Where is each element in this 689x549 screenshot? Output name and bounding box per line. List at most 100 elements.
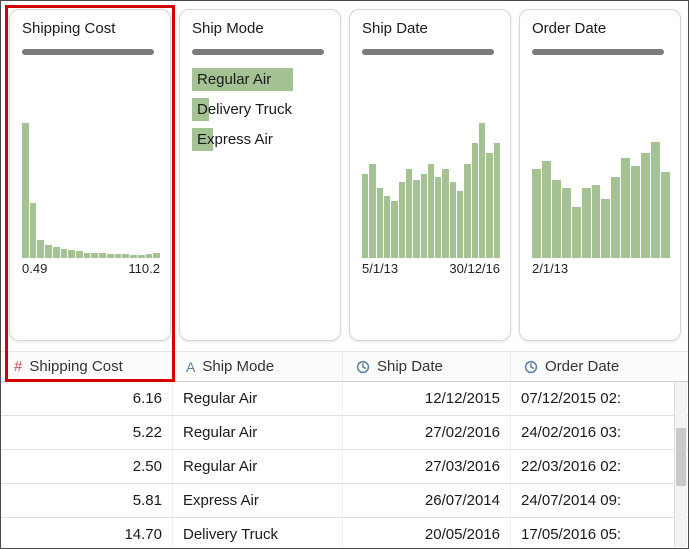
ship-mode-item[interactable]: Express Air xyxy=(192,127,330,152)
histogram-bar[interactable] xyxy=(471,143,478,258)
histogram-bar[interactable] xyxy=(631,166,641,258)
histogram-bar[interactable] xyxy=(641,152,651,258)
histogram-bar[interactable] xyxy=(571,206,581,258)
card-title: Order Date xyxy=(532,20,607,37)
histogram-bar[interactable] xyxy=(369,163,376,258)
field-card-order-date[interactable]: Order Date 2/1/13 xyxy=(519,9,681,341)
shipping-cost-histogram xyxy=(22,123,160,258)
histogram-bar[interactable] xyxy=(413,179,420,258)
histogram-bar[interactable] xyxy=(479,123,486,258)
text-type-icon: A xyxy=(186,358,196,375)
order-date-histogram xyxy=(532,123,670,258)
histogram-bar[interactable] xyxy=(22,123,29,258)
histogram-bar[interactable] xyxy=(551,179,561,258)
histogram-bar[interactable] xyxy=(60,248,68,258)
histogram-bar[interactable] xyxy=(137,255,145,258)
histogram-bar[interactable] xyxy=(611,177,621,258)
table-row[interactable]: 5.22 Regular Air 27/02/2016 24/02/2016 03: xyxy=(1,416,688,450)
axis-max-label: 30/12/16 xyxy=(449,261,500,276)
table-cell: 27/03/2016 xyxy=(343,450,511,483)
histogram-bar[interactable] xyxy=(493,143,500,258)
histogram-bar[interactable] xyxy=(621,158,631,258)
ship-mode-item[interactable]: Regular Air xyxy=(192,67,330,92)
field-card-shipping-cost[interactable]: Shipping Cost 0.49 110.2 xyxy=(9,9,171,341)
histogram-bar[interactable] xyxy=(99,252,106,258)
histogram-bar[interactable] xyxy=(91,252,99,258)
category-frequency-bar xyxy=(192,128,213,151)
histogram-bar[interactable] xyxy=(29,202,37,258)
spacer xyxy=(192,157,330,332)
histogram-bar[interactable] xyxy=(532,168,541,258)
histogram-bar[interactable] xyxy=(114,253,122,258)
histogram-bar[interactable] xyxy=(153,252,160,258)
histogram-bar[interactable] xyxy=(660,171,670,258)
table-cell: 24/02/2016 03: xyxy=(521,424,622,441)
histogram-bar[interactable] xyxy=(76,251,83,258)
range-slider[interactable] xyxy=(192,49,325,55)
histogram-bar[interactable] xyxy=(420,174,427,258)
histogram-bar[interactable] xyxy=(457,190,464,258)
range-slider[interactable] xyxy=(22,49,155,55)
histogram-bar[interactable] xyxy=(68,249,76,258)
ship-mode-item[interactable]: Delivery Truck xyxy=(192,97,330,122)
histogram-bar[interactable] xyxy=(581,187,591,258)
histogram-bar[interactable] xyxy=(391,201,398,258)
axis-labels: 5/1/13 30/12/16 xyxy=(362,261,500,276)
clock-icon xyxy=(524,360,538,373)
histogram-bar[interactable] xyxy=(541,160,551,258)
spacer xyxy=(532,55,670,123)
table-cell: 6.16 xyxy=(1,382,173,415)
histogram-bar[interactable] xyxy=(398,182,405,258)
histogram-bar[interactable] xyxy=(601,198,611,258)
ship-date-histogram xyxy=(362,123,500,258)
vertical-scrollbar[interactable] xyxy=(674,382,687,547)
histogram-bar[interactable] xyxy=(464,163,471,258)
table-row[interactable]: 6.16 Regular Air 12/12/2015 07/12/2015 02: xyxy=(1,382,688,416)
field-card-ship-mode[interactable]: Ship Mode Regular Air Delivery Truck Expre… xyxy=(179,9,341,341)
histogram-bar[interactable] xyxy=(52,247,60,258)
table-row[interactable]: 5.81 Express Air 26/07/2014 24/07/2014 09: xyxy=(1,484,688,518)
histogram-bar[interactable] xyxy=(591,185,601,258)
histogram-bar[interactable] xyxy=(449,182,457,258)
table-row[interactable]: 14.70 Delivery Truck 20/05/2016 17/05/2016 … xyxy=(1,518,688,548)
field-card-ship-date[interactable]: Ship Date 5/1/13 30/12/16 xyxy=(349,9,511,341)
histogram-bar[interactable] xyxy=(37,240,45,258)
histogram-bar[interactable] xyxy=(561,187,571,258)
card-footer-space xyxy=(22,276,160,332)
histogram-bar[interactable] xyxy=(435,177,442,258)
ship-mode-category-list: Regular Air Delivery Truck Express Air xyxy=(192,67,330,157)
column-header-ship-date[interactable]: Ship Date xyxy=(343,352,511,381)
histogram-bar[interactable] xyxy=(383,195,391,258)
histogram-bar[interactable] xyxy=(427,163,435,258)
scrollbar-thumb[interactable] xyxy=(676,428,686,486)
table-row[interactable]: 2.50 Regular Air 27/03/2016 22/03/2016 02: xyxy=(1,450,688,484)
data-preview-table: # Shipping Cost A Ship Mode Ship Date xyxy=(1,351,688,548)
table-cell: 14.70 xyxy=(1,518,173,548)
histogram-bar[interactable] xyxy=(45,244,52,258)
histogram-bar[interactable] xyxy=(122,253,130,258)
range-slider[interactable] xyxy=(532,49,665,55)
column-header-order-date[interactable]: Order Date xyxy=(511,352,688,381)
histogram-bar[interactable] xyxy=(145,253,153,258)
column-label: Ship Date xyxy=(377,358,443,375)
field-cards-row: Shipping Cost 0.49 110.2 Ship Mode Regul… xyxy=(1,1,688,341)
histogram-bar[interactable] xyxy=(362,174,369,258)
column-label: Ship Mode xyxy=(202,358,275,375)
ship-mode-label: Express Air xyxy=(197,131,273,148)
column-header-shipping-cost[interactable]: # Shipping Cost xyxy=(1,352,173,381)
histogram-bar[interactable] xyxy=(442,168,449,258)
histogram-bar[interactable] xyxy=(486,152,493,258)
table-cell: 26/07/2014 xyxy=(343,484,511,517)
histogram-bar[interactable] xyxy=(130,255,137,258)
table-cell: 5.81 xyxy=(1,484,173,517)
axis-min-label: 0.49 xyxy=(22,261,48,276)
table-cell: Express Air xyxy=(173,484,343,517)
histogram-bar[interactable] xyxy=(83,252,91,258)
range-slider[interactable] xyxy=(362,49,495,55)
column-header-ship-mode[interactable]: A Ship Mode xyxy=(173,352,343,381)
histogram-bar[interactable] xyxy=(405,168,413,258)
histogram-bar[interactable] xyxy=(376,187,383,258)
table-cell: 20/05/2016 xyxy=(343,518,511,548)
histogram-bar[interactable] xyxy=(106,253,114,258)
histogram-bar[interactable] xyxy=(651,141,660,258)
